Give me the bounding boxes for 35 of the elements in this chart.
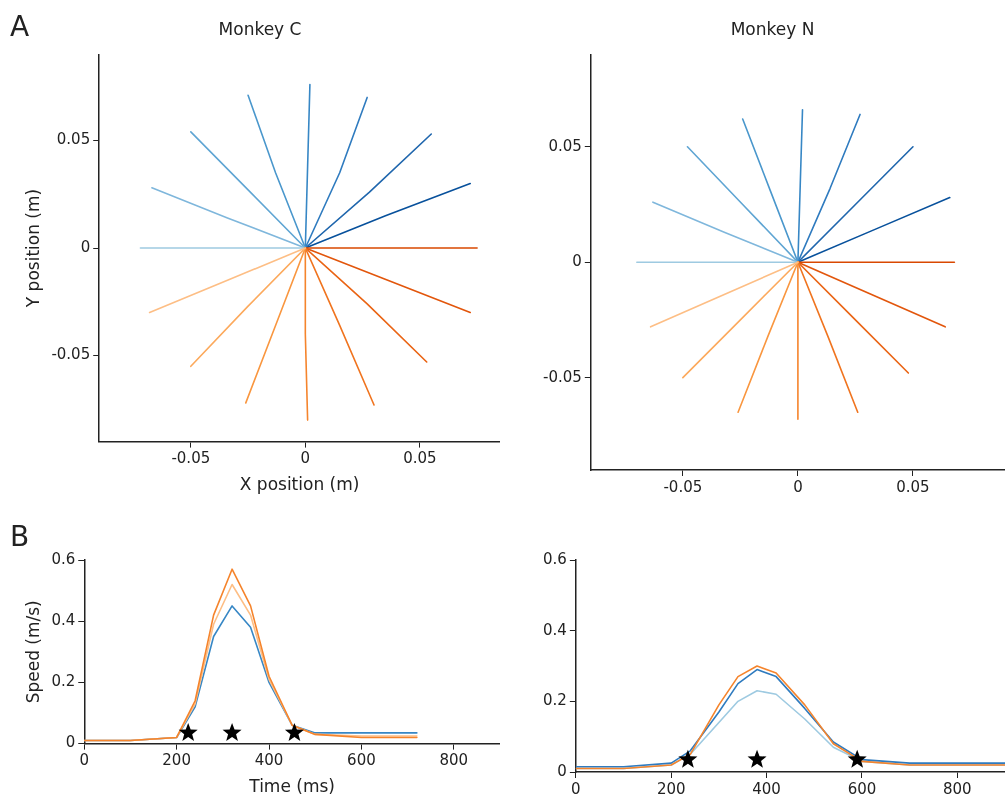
y-tick-label: 0.4 — [543, 620, 567, 639]
x-tick-label: -0.05 — [171, 449, 211, 468]
text: A — [10, 10, 30, 43]
x-tick-label: 600 — [347, 751, 376, 770]
x-tick-label: 800 — [439, 751, 469, 770]
x-tick-label: 0 — [793, 477, 803, 496]
y-tick-label: -0.05 — [51, 345, 91, 364]
y-tick-label: 0.05 — [548, 136, 582, 155]
y-tick-label: 0 — [80, 237, 91, 256]
x-tick-label: -0.05 — [663, 477, 703, 496]
y-tick-label: 0.4 — [51, 611, 76, 630]
x-axis-title: Time (ms) — [248, 776, 335, 797]
x-tick-label: 0.05 — [896, 477, 930, 496]
x-axis-title: X position (m) — [239, 474, 360, 495]
x-tick-label: 0.05 — [403, 449, 437, 468]
x-tick-label: 800 — [943, 779, 972, 798]
text: B — [10, 520, 30, 553]
x-tick-label: 200 — [162, 751, 191, 770]
y-tick-label: 0.05 — [56, 130, 91, 149]
y-tick-label: 0 — [572, 252, 582, 271]
x-tick-label: 400 — [752, 779, 781, 798]
y-axis-title: Y position (m) — [22, 188, 43, 309]
y-tick-label: 0.6 — [51, 549, 76, 568]
chart-title: Monkey C — [218, 18, 302, 39]
x-tick-label: 0 — [300, 449, 311, 468]
x-tick-label: 200 — [656, 779, 686, 798]
x-tick-label: 600 — [847, 779, 877, 798]
chart-title: Monkey N — [730, 18, 815, 39]
y-tick-label: 0.2 — [543, 691, 567, 710]
y-tick-label: -0.05 — [543, 367, 582, 386]
y-tick-label: 0.6 — [543, 549, 567, 568]
y-axis-title: Speed (m/s) — [22, 600, 43, 704]
x-tick-label: 400 — [254, 751, 284, 770]
y-tick-label: 0.2 — [51, 672, 76, 691]
y-tick-label: 0 — [65, 733, 76, 752]
